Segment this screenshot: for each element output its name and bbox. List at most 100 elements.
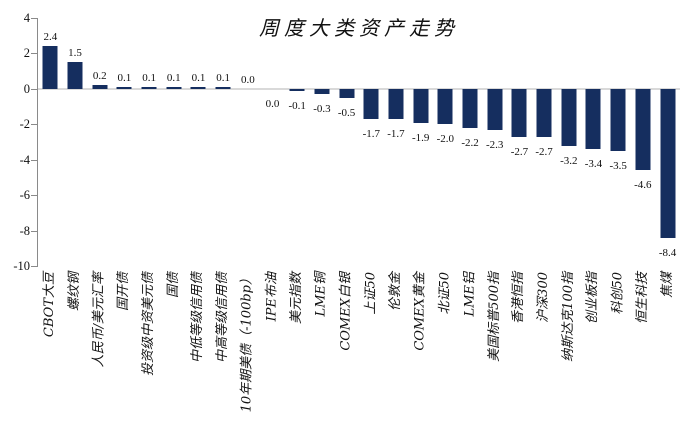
category-label: 国开债 bbox=[116, 272, 132, 312]
category-label: 创业板指 bbox=[585, 272, 601, 325]
category-label: LME铝 bbox=[462, 272, 478, 317]
y-axis-tick-mark bbox=[31, 266, 37, 267]
category-slot: 1.5 螺纹钢 bbox=[63, 18, 88, 311]
y-axis-tick-mark bbox=[31, 53, 37, 55]
category-label: 沪深300 bbox=[536, 272, 552, 323]
bar bbox=[511, 88, 527, 137]
category-label: 纳斯达克100指 bbox=[560, 272, 576, 362]
category-label: 人民币/美元汇率 bbox=[91, 272, 107, 368]
bar-value-label: -1.7 bbox=[387, 127, 405, 140]
bar bbox=[487, 88, 503, 130]
category-label: 科创50 bbox=[610, 272, 626, 315]
category-label: 北证50 bbox=[437, 272, 453, 315]
category-slot: 2.4 CBOT大豆 bbox=[38, 18, 63, 337]
bar bbox=[536, 88, 552, 137]
bar-value-label: 0.1 bbox=[191, 72, 206, 85]
bar bbox=[363, 88, 379, 119]
category-slot: -3.5 科创50 bbox=[606, 18, 631, 315]
category-slot: 0.1 中低等级信用债 bbox=[186, 18, 211, 363]
bar-value-label: 0.1 bbox=[166, 72, 181, 85]
category-slot: -0.3 LME铜 bbox=[310, 18, 335, 316]
y-axis-line bbox=[37, 18, 38, 267]
category-slot: -3.2 纳斯达克100指 bbox=[556, 18, 581, 362]
category-slot: 0.1 国开债 bbox=[112, 18, 137, 311]
bar-value-label: -4.6 bbox=[634, 179, 652, 192]
zero-line bbox=[38, 88, 680, 90]
y-axis-tick-label: -4 bbox=[19, 152, 30, 167]
category-label: COMEX白银 bbox=[338, 272, 354, 351]
category-slot: 0.1 国债 bbox=[161, 18, 186, 298]
category-slot: -2.7 香港恒指 bbox=[507, 18, 532, 324]
bar-value-label: -1.7 bbox=[362, 127, 380, 140]
category-slot: 0.0 IPE布油 bbox=[260, 18, 285, 322]
chart-title: 周度大类资产走势 bbox=[259, 16, 459, 40]
bar bbox=[141, 87, 157, 89]
bar bbox=[610, 88, 626, 151]
bar bbox=[585, 88, 601, 150]
category-label: COMEX黄金 bbox=[412, 272, 428, 351]
bar-value-label: 0.0 bbox=[240, 73, 255, 86]
bar-value-label: 0.1 bbox=[216, 72, 231, 85]
bar-value-label: 0.2 bbox=[92, 70, 107, 83]
category-slot: 0.0 10年期美债（-100bp） bbox=[236, 18, 261, 413]
bar-value-label: -2.7 bbox=[535, 145, 553, 158]
bar bbox=[67, 62, 83, 89]
y-axis-tick-mark bbox=[31, 18, 37, 19]
category-slot: -8.4 焦煤 bbox=[655, 18, 680, 298]
category-label: 香港恒指 bbox=[511, 272, 527, 325]
category-slot: -2.0 北证50 bbox=[433, 18, 458, 315]
category-label: 投资级中资美元债 bbox=[141, 272, 157, 377]
category-slot: -1.7 上证50 bbox=[359, 18, 384, 315]
category-label: 中高等级信用债 bbox=[215, 272, 231, 364]
category-label: CBOT大豆 bbox=[42, 272, 58, 338]
y-axis-tick-label: 2 bbox=[23, 46, 30, 61]
category-label: 螺纹钢 bbox=[67, 272, 83, 312]
bar bbox=[215, 87, 231, 89]
category-label: 美国标普500指 bbox=[486, 272, 502, 362]
bar-value-label: -3.4 bbox=[584, 158, 603, 171]
category-slot: 0.1 中高等级信用债 bbox=[211, 18, 236, 363]
y-axis-tick-label: -2 bbox=[19, 117, 30, 132]
bar bbox=[388, 88, 404, 119]
plot-area: 2.4 CBOT大豆 1.5 螺纹钢 0.2 人民币/美元汇率 0.1 国开债 0.1 投资级中资… bbox=[38, 18, 680, 413]
y-axis-tick-mark bbox=[31, 159, 37, 161]
bar-value-label: 0.1 bbox=[117, 72, 132, 85]
bar bbox=[462, 88, 478, 128]
category-label: 恒生科技 bbox=[634, 272, 650, 325]
category-slot: -2.2 LME铝 bbox=[458, 18, 483, 316]
bar-value-label: -0.3 bbox=[313, 103, 331, 116]
bar-value-label: -0.1 bbox=[288, 99, 306, 112]
bar bbox=[314, 88, 330, 95]
y-axis-tick-label: 0 bbox=[23, 81, 30, 96]
bar-value-label: -2.0 bbox=[436, 133, 455, 146]
y-axis-tick-mark bbox=[31, 124, 37, 126]
category-label: 伦敦金 bbox=[387, 272, 403, 312]
bar bbox=[339, 88, 355, 98]
y-axis-tick-mark bbox=[31, 195, 37, 197]
category-slot: -4.6 恒生科技 bbox=[631, 18, 656, 324]
category-label: 中低等级信用债 bbox=[190, 272, 206, 364]
bar bbox=[92, 85, 108, 89]
y-axis-tick-mark bbox=[31, 230, 37, 232]
bar bbox=[190, 87, 206, 89]
category-label: IPE布油 bbox=[264, 272, 280, 322]
bar bbox=[437, 88, 453, 125]
category-label: 10年期美债（-100bp） bbox=[239, 272, 255, 413]
bar-value-label: -2.7 bbox=[510, 145, 529, 158]
bar bbox=[166, 87, 182, 89]
category-label: LME铜 bbox=[313, 272, 329, 317]
bar-value-label: 0.0 bbox=[265, 97, 280, 110]
bar bbox=[116, 87, 132, 89]
bar bbox=[660, 88, 676, 238]
category-slot: -3.4 创业板指 bbox=[581, 18, 606, 324]
category-label: 美元指数 bbox=[289, 272, 305, 325]
category-slot: 0.1 投资级中资美元债 bbox=[137, 18, 162, 376]
bar bbox=[413, 88, 429, 123]
bar-value-label: 2.4 bbox=[43, 31, 58, 44]
bar-value-label: 0.1 bbox=[142, 72, 156, 85]
bar bbox=[635, 88, 651, 171]
category-label: 上证50 bbox=[363, 272, 379, 315]
y-axis-tick-label: 4 bbox=[23, 11, 30, 25]
y-axis-tick-label: -6 bbox=[19, 188, 30, 203]
